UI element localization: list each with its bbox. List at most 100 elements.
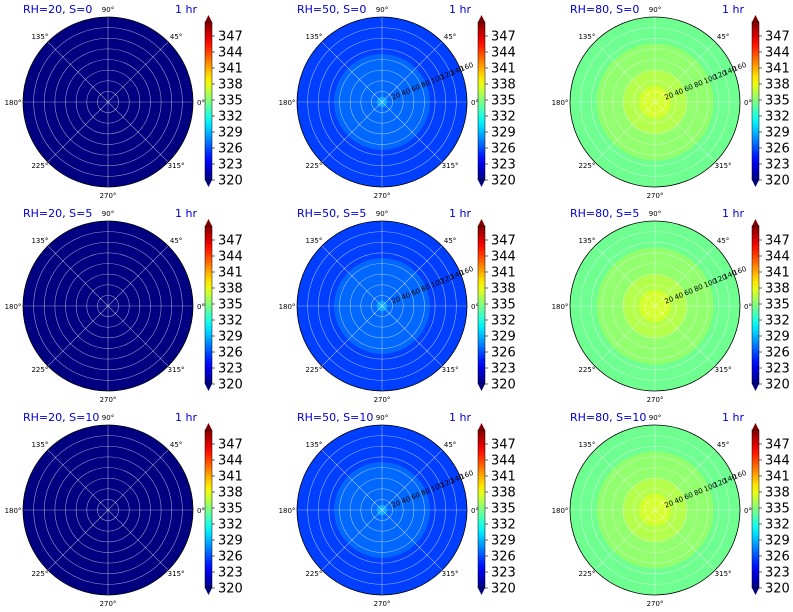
angle-tick-label: 225° [305,162,322,170]
colorbar-tick-label: 320 [765,582,790,597]
radial-tick-label: 20 [391,499,402,510]
angular-grid-line [107,245,169,307]
angle-tick-label: 135° [31,441,48,449]
radial-tick-label: 40 [400,291,411,302]
colorbar-tick-label: 320 [491,378,516,393]
radial-tick-label: 20 [664,499,675,510]
angle-tick-label: 0° [471,99,479,107]
polar-frame [569,16,741,188]
angular-grid-line [47,509,109,571]
colorbar-tick-label: 323 [765,158,790,173]
colorbar-frame [751,429,760,589]
panel-title: RH=20, S=5 [23,207,92,220]
colorbar-tick-label: 326 [218,346,243,361]
angle-tick-label: 135° [305,33,322,41]
angular-grid-line [47,41,109,103]
angular-grid-line [107,305,169,367]
colorbar-tick-label: 320 [218,378,243,393]
angle-tick-label: 180° [279,99,296,107]
panel-title: RH=80, S=10 [570,411,646,424]
angle-tick-label: 90° [102,210,114,218]
time-label: 1 hr [722,3,744,16]
angle-tick-label: 270° [374,192,391,200]
colorbar-extend-max [752,423,759,430]
angle-tick-label: 90° [649,210,661,218]
colorbar-tick-label: 332 [491,314,516,329]
radial-tick-label: 80 [693,283,704,294]
angle-tick-label: 0° [744,507,752,515]
radial-tick-label: 80 [693,79,704,90]
angular-grid-line [321,41,383,103]
colorbar-tick-label: 341 [218,470,243,485]
angle-tick-label: 315° [168,570,185,578]
colorbar-tick-label: 320 [491,174,516,189]
colorbar-tick-label: 323 [218,566,243,581]
radial-tick-label: 160 [459,469,474,482]
angular-grid-line [654,101,716,163]
angle-tick-label: 0° [744,99,752,107]
angle-tick-label: 0° [197,303,205,311]
angle-tick-label: 270° [100,192,117,200]
time-label: 1 hr [722,207,744,220]
colorbar-tick-label: 323 [491,362,516,377]
angle-tick-label: 315° [442,162,459,170]
angle-tick-label: 0° [197,99,205,107]
angle-tick-label: 90° [376,6,388,14]
colorbar-tick-label: 320 [765,378,790,393]
radial-tick-label: 40 [400,495,411,506]
angle-tick-label: 225° [31,570,48,578]
angular-grid-line [321,509,383,571]
colorbar-extend-min [752,384,759,391]
angular-grid-line [654,245,716,307]
angle-tick-label: 135° [305,441,322,449]
colorbar-extend-max [752,15,759,22]
angle-tick-label: 90° [376,414,388,422]
angular-grid-line [594,101,656,163]
colorbar-tick-label: 347 [765,438,790,453]
colorbar-extend-min [478,384,485,391]
angular-grid-line [47,305,109,367]
angle-tick-label: 225° [578,162,595,170]
angular-grid-line [47,101,109,163]
angle-tick-label: 135° [578,33,595,41]
colorbar-tick-label: 329 [218,534,243,549]
angular-grid-line [654,449,716,511]
polar-panel: 0° 45° 90° 135° 180° 225° 270° 315° RH=20, S=10 1… [5,411,205,608]
colorbar-frame [204,21,213,181]
polar-frame [22,424,194,596]
colorbar-frame [477,429,486,589]
colorbar-extend-min [478,180,485,187]
radial-tick-label: 60 [410,491,421,502]
angle-tick-label: 0° [744,303,752,311]
panel-title: RH=50, S=10 [297,411,373,424]
colorbar-tick-label: 338 [765,78,790,93]
angle-tick-label: 135° [578,441,595,449]
angle-tick-label: 225° [31,366,48,374]
colorbar-tick-label: 329 [218,126,243,141]
colorbar-tick-label: 323 [218,158,243,173]
colorbar-extend-min [205,384,212,391]
polar-panel: 0°45°90°135°180°225°270°315°204060801001… [279,3,479,200]
colorbar-tick-label: 323 [491,566,516,581]
angle-tick-label: 270° [647,396,664,404]
colorbar-tick-label: 341 [765,266,790,281]
angle-tick-label: 225° [305,366,322,374]
colorbar-tick-label: 329 [765,330,790,345]
radial-tick-label: 80 [420,283,431,294]
angle-tick-label: 225° [578,570,595,578]
colorbar-tick-label: 341 [218,62,243,77]
colorbar-tick-label: 332 [765,518,790,533]
colorbar-tick-label: 332 [491,110,516,125]
polar-panel: 0°45°90°135°180°225°270°315°204060801001… [552,3,752,200]
angle-tick-label: 45° [170,237,182,245]
colorbar-gradient [478,22,485,180]
panel-title: RH=50, S=0 [297,3,366,16]
angular-grid-line [654,41,716,103]
colorbar-tick-label: 326 [218,142,243,157]
colorbar-tick-label: 335 [218,502,243,517]
